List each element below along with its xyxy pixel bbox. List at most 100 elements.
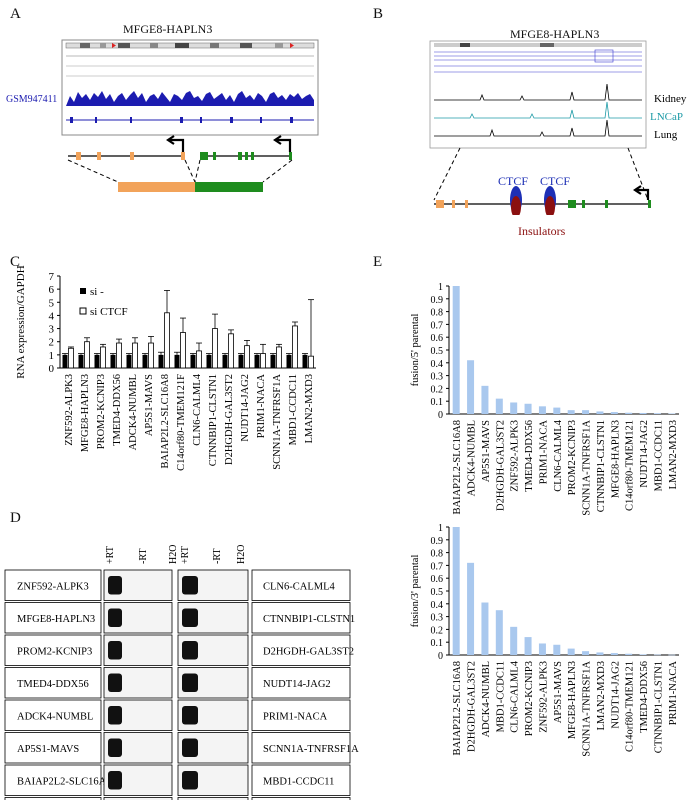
gel-band [108, 771, 122, 790]
gene-label-left: PROM2-KCNIP3 [17, 646, 92, 657]
gene-label-box [251, 634, 351, 666]
bar-si-minus [126, 354, 132, 368]
gel-band [182, 608, 198, 627]
bar [495, 610, 503, 655]
bar-si-ctcf [260, 353, 266, 369]
category-label: SCNN1A-TNFRSF1A [582, 661, 593, 757]
bar [610, 412, 618, 414]
bar-si-ctcf [116, 342, 122, 369]
y-axis-label: fusion/3' parental [410, 555, 421, 628]
bar-si-minus [62, 354, 68, 368]
bar [668, 654, 676, 656]
category-label: ZNF592-ALPK3 [510, 420, 521, 492]
y-tick-label: 4 [49, 310, 55, 322]
y-tick-label: 0.8 [431, 549, 444, 560]
category-label: C14orf80-TMEM121 [625, 661, 636, 752]
y-tick-label: 6 [49, 284, 55, 296]
category-label: TMED4-DDX56 [524, 420, 535, 492]
bar [452, 286, 460, 414]
y-tick-label: 0.6 [431, 574, 444, 585]
track-kidney: Kidney [654, 93, 687, 105]
gel-band [182, 641, 198, 660]
category-label: MBD1-CCDC11 [653, 420, 664, 491]
y-tick-label: 0 [438, 651, 443, 662]
y-tick-label: 0.4 [431, 600, 444, 611]
panel-b-title: MFGE8-HAPLN3 [510, 27, 600, 41]
category-label: PRIM1-NACA [256, 374, 267, 439]
y-tick-label: 0.4 [431, 359, 444, 370]
bar [639, 412, 647, 414]
gene-track [66, 117, 314, 123]
bar-si-ctcf [148, 342, 154, 369]
bar-si-minus [142, 354, 148, 368]
y-tick-label: 0.9 [431, 536, 444, 547]
category-label: PRIM1-NACA [538, 420, 549, 485]
y-tick-label: 3 [49, 324, 55, 336]
y-tick-label: 1 [438, 282, 443, 293]
bar [481, 385, 489, 414]
bar-si-minus [206, 354, 212, 368]
y-tick-label: 2 [49, 337, 55, 349]
category-label: LMAN2-MXD3 [304, 374, 315, 443]
bar [668, 413, 676, 414]
y-tick-label: 0 [49, 363, 55, 375]
bar-si-minus [222, 354, 228, 368]
gene-label-right: CLN6-CALML4 [263, 581, 335, 592]
gene-label-box [251, 569, 351, 601]
fusion-3prime-segment [195, 182, 263, 192]
gene-label-box [251, 667, 351, 699]
bar-si-minus [158, 354, 164, 368]
category-label: C14orf80-TMEM121 [625, 420, 636, 511]
gel-band [108, 738, 122, 757]
category-label: ADCK4-NUMBL [128, 374, 139, 450]
panel-c-letter: C [10, 254, 21, 270]
gene-label-left: TMED4-DDX56 [17, 679, 89, 690]
y-tick-label: 0.1 [431, 638, 444, 649]
gene-label-box [251, 602, 351, 634]
category-label: ZNF592-ALPK3 [64, 374, 75, 446]
category-label: D2HGDH-GAL3ST2 [495, 420, 506, 511]
panel-e-letter: E [373, 254, 383, 270]
gene-label-right: NUDT14-JAG2 [263, 679, 331, 690]
panel-a-title: MFGE8-HAPLN3 [123, 22, 213, 36]
gel-band [108, 608, 122, 627]
category-label: MBD1-CCDC11 [495, 661, 506, 732]
fusion-5prime-segment [118, 182, 195, 192]
bar [567, 648, 575, 655]
gel-band [182, 706, 198, 725]
gel-band [108, 706, 122, 725]
bar [567, 410, 575, 414]
bar [467, 360, 475, 414]
track-label: GSM947411 [6, 94, 57, 105]
gel-lane-set-right [177, 699, 249, 731]
gene-label-right: MBD1-CCDC11 [263, 776, 334, 787]
category-label: CTNNBIP1-CLSTN1 [208, 374, 219, 466]
y-tick-label: 0.1 [431, 397, 444, 408]
bar-si-ctcf [84, 341, 90, 369]
y-tick-label: 0.3 [431, 613, 444, 624]
category-label: ZNF592-ALPK3 [538, 661, 549, 733]
gene-label-box [251, 699, 351, 731]
bar [582, 651, 590, 655]
category-label: BAIAP2L2-SLC16A8 [160, 374, 171, 469]
bar [596, 652, 604, 655]
category-label: CLN6-CALML4 [192, 373, 203, 445]
y-tick-label: 5 [49, 297, 55, 309]
category-label: SCNN1A-TNFRSF1A [272, 374, 283, 470]
category-label: AP5S1-MAVS [144, 374, 155, 436]
category-label: D2HGDH-GAL3ST2 [467, 661, 478, 752]
category-label: BAIAP2L2-SLC16A8 [452, 661, 463, 756]
bar [625, 412, 633, 414]
y-tick-label: 0.5 [431, 587, 444, 598]
bar [510, 626, 518, 655]
y-tick-label: 0.3 [431, 372, 444, 383]
bar-si-ctcf [244, 345, 250, 369]
gene-label-box [251, 764, 351, 796]
gene-label-box [4, 667, 102, 699]
gene-label-box [4, 797, 102, 800]
bar [596, 411, 604, 414]
lane-label: +RT [105, 546, 116, 564]
y-tick-label: 0 [438, 410, 443, 421]
